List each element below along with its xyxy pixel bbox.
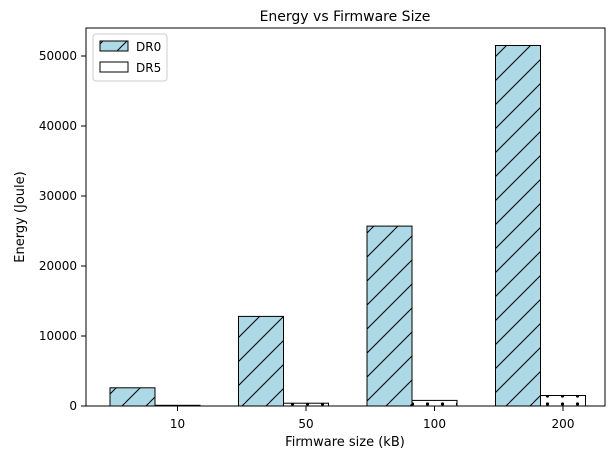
legend-label-dr5: DR5	[136, 61, 161, 75]
y-tick-label: 10000	[39, 329, 77, 343]
y-axis-ticks: 0 10000 20000 30000 40000 50000	[39, 49, 86, 413]
legend: DR0 DR5	[92, 33, 168, 82]
bar-hatch-dr0-50	[238, 315, 284, 407]
chart-title: Energy vs Firmware Size	[260, 9, 431, 25]
bar-hatch-dr0-10	[109, 387, 156, 407]
bar-hatch-dr0-200	[495, 45, 541, 407]
bars	[109, 45, 586, 407]
x-axis-ticks: 10 50 100 200	[170, 406, 575, 431]
x-tick-label: 200	[552, 417, 575, 431]
y-tick-label: 40000	[39, 119, 77, 133]
y-tick-label: 20000	[39, 259, 77, 273]
y-tick-label: 30000	[39, 189, 77, 203]
legend-swatch-hatch-dr5	[99, 61, 129, 73]
y-tick-label: 0	[69, 399, 77, 413]
x-tick-label: 50	[298, 417, 313, 431]
bar-hatch-dr5-100	[411, 399, 458, 407]
x-tick-label: 100	[423, 417, 446, 431]
legend-swatch-dr5	[100, 62, 128, 72]
x-axis-label: Firmware size (kB)	[285, 435, 405, 450]
legend-label-dr0: DR0	[136, 40, 161, 54]
bar-hatch-dr0-100	[366, 225, 413, 407]
y-tick-label: 50000	[39, 49, 77, 63]
plot-frame	[85, 27, 606, 407]
x-tick-label: 10	[170, 417, 185, 431]
legend-swatch-hatch-dr0	[99, 40, 129, 52]
bar-hatch-dr5-200	[540, 395, 586, 407]
y-axis-label: Energy (Joule)	[13, 171, 28, 262]
